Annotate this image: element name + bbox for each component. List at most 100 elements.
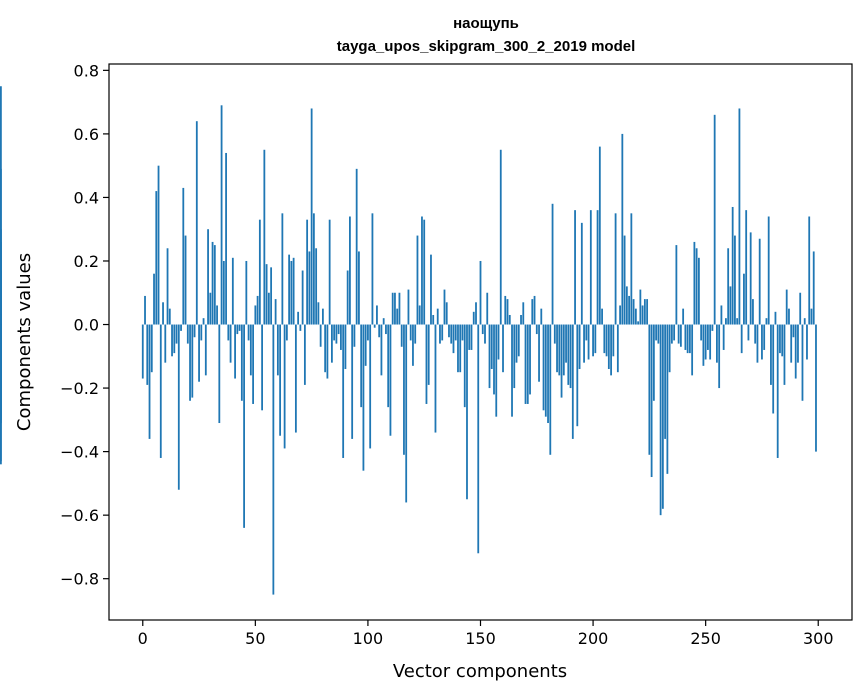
bar-38	[227, 324, 230, 341]
bar-155	[490, 324, 493, 370]
bar-102	[371, 213, 374, 325]
bar-128	[430, 254, 432, 325]
bar-257	[720, 305, 723, 325]
bar-276	[763, 324, 766, 350]
bar-52	[258, 219, 261, 325]
bar-165	[513, 324, 516, 389]
bar-223	[643, 299, 646, 325]
bar-175	[535, 324, 538, 335]
bar-32	[213, 245, 216, 325]
bar-220	[637, 321, 640, 325]
bar-295	[806, 324, 808, 360]
bar-11	[166, 248, 169, 325]
bar-19	[184, 235, 187, 325]
bar-249	[702, 324, 705, 366]
bar-210	[614, 213, 617, 325]
bar-299	[815, 324, 817, 452]
bar-293	[801, 324, 804, 401]
bar-146	[470, 324, 473, 350]
bar-3	[148, 324, 151, 439]
bar-142	[461, 324, 464, 341]
bar-84	[331, 324, 333, 363]
bar-36	[222, 260, 225, 325]
bar-193	[576, 324, 579, 427]
bar-163	[508, 314, 511, 325]
bar-230	[659, 324, 662, 516]
bar-170	[524, 324, 527, 404]
bar-207	[607, 324, 610, 370]
bar-126	[425, 324, 428, 404]
y-tick-label: 0.2	[74, 252, 99, 271]
bar-241	[684, 324, 687, 350]
bar-171	[526, 324, 529, 404]
bar-254	[713, 114, 716, 325]
bar-157	[495, 324, 498, 417]
bar-undefined	[0, 324, 2, 344]
bar-183	[553, 324, 556, 344]
bar-284	[781, 324, 784, 357]
bar-64	[285, 324, 288, 341]
bar-43	[238, 324, 241, 331]
bar-286	[785, 289, 788, 325]
bar-133	[441, 324, 444, 341]
bar-21	[189, 324, 191, 401]
bar-261	[729, 286, 732, 325]
bar-94	[353, 324, 356, 347]
bar-18	[182, 187, 185, 325]
bar-194	[578, 324, 581, 370]
bar-265	[738, 108, 741, 325]
x-tick-label: 150	[465, 629, 496, 648]
bar-268	[745, 210, 748, 325]
bar-17	[180, 324, 182, 331]
bar-179	[544, 324, 547, 417]
bar-54	[263, 149, 266, 325]
bar-56	[267, 292, 270, 325]
bar-234	[668, 324, 671, 373]
bar-282	[776, 324, 779, 458]
bar-13	[171, 324, 173, 357]
bar-181	[549, 324, 552, 455]
bar-169	[522, 302, 525, 325]
bar-35	[220, 105, 223, 325]
bar-22	[191, 324, 194, 398]
bar-156	[493, 324, 495, 395]
bar-227	[652, 324, 655, 401]
bar-160	[502, 324, 504, 373]
bar-212	[619, 305, 621, 325]
bar-16	[177, 324, 180, 490]
bar-259	[725, 318, 727, 325]
bar-202	[596, 210, 599, 325]
bar-182	[551, 203, 554, 325]
bar-298	[812, 251, 815, 325]
bar-246	[695, 248, 698, 325]
bar-136	[448, 324, 450, 338]
bar-285	[783, 324, 786, 385]
bar-242	[686, 324, 689, 354]
bar-260	[727, 248, 730, 325]
bar-264	[736, 318, 739, 325]
bar-271	[752, 299, 754, 325]
bar-49	[252, 324, 254, 404]
bar-214	[623, 235, 626, 325]
bar-98	[362, 324, 365, 471]
bar-184	[556, 324, 558, 373]
bar-97	[360, 324, 363, 408]
bar-172	[529, 324, 531, 395]
x-tick-label: 100	[353, 629, 384, 648]
bar-117	[405, 324, 408, 503]
bar-280	[772, 324, 775, 414]
bar-104	[376, 305, 378, 325]
bar-77	[315, 248, 318, 325]
bar-55	[265, 264, 268, 325]
bar-262	[731, 206, 734, 325]
x-axis-label: Vector components	[393, 661, 567, 682]
bar-274	[758, 238, 761, 325]
bar-121	[414, 324, 417, 344]
bar-216	[628, 295, 630, 325]
bar-1	[144, 295, 146, 325]
bar-195	[580, 222, 583, 325]
bar-27	[202, 318, 205, 325]
bar-206	[605, 324, 608, 357]
bar-112	[394, 292, 396, 325]
bar-134	[443, 289, 446, 325]
